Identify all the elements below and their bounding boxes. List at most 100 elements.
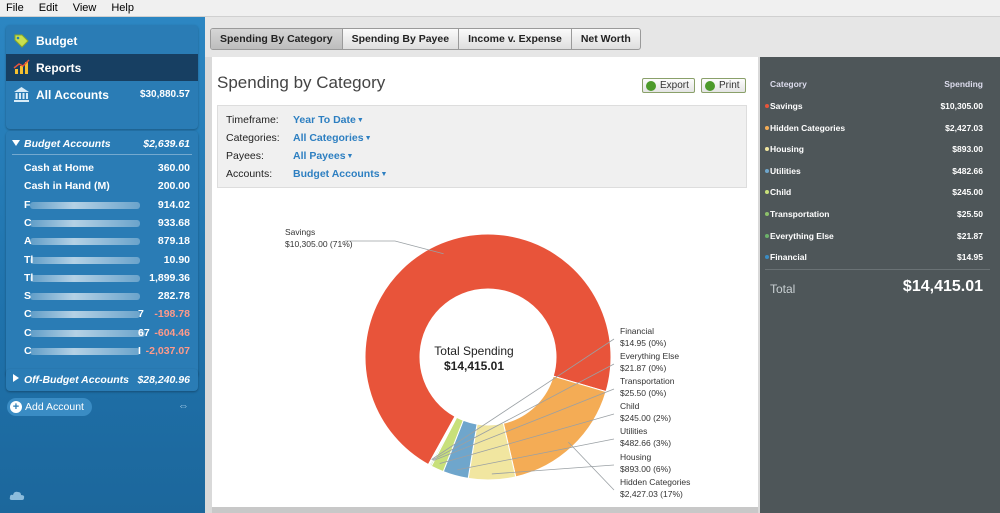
budget-account-row[interactable]: Tl 10.90 <box>6 251 198 269</box>
filter-categories-label: Categories: <box>226 132 280 144</box>
summary-category: Financial <box>770 252 807 263</box>
account-name: C <box>24 308 32 321</box>
menu-help[interactable]: Help <box>111 2 134 14</box>
off-budget-accounts-header[interactable]: Off-Budget Accounts $28,240.96 <box>6 369 198 391</box>
plus-icon: + <box>10 401 22 413</box>
summary-col-spending: Spending <box>944 79 983 89</box>
budget-account-row[interactable]: F 914.02 <box>6 196 198 214</box>
expand-triangle-icon[interactable] <box>12 140 20 146</box>
leader-line <box>345 240 444 255</box>
menu-view[interactable]: View <box>72 2 97 14</box>
report-title: Spending by Category <box>217 73 386 92</box>
summary-total-amount: $14,415.01 <box>902 278 983 295</box>
redacted-account-name <box>30 201 140 209</box>
legend-dot-icon <box>765 190 769 195</box>
legend-dot-icon <box>765 255 769 260</box>
summary-row[interactable]: Everything Else $21.87 <box>760 230 1000 244</box>
tab-net-worth[interactable]: Net Worth <box>580 33 631 45</box>
summary-row[interactable]: Child $245.00 <box>760 186 1000 200</box>
budget-account-row[interactable]: A 879.18 <box>6 232 198 250</box>
nav-reports[interactable]: Reports <box>6 54 198 81</box>
print-button[interactable]: Print <box>701 78 746 93</box>
leader-line <box>457 438 615 471</box>
bar-chart-icon <box>13 59 30 74</box>
account-balance: -604.46 <box>154 326 190 339</box>
slice-label-value: $245.00 (2%) <box>620 413 671 423</box>
account-name: C <box>24 326 32 339</box>
summary-category: Child <box>770 187 792 198</box>
redacted-account-name <box>30 348 140 355</box>
summary-row[interactable]: Hidden Categories $2,427.03 <box>760 122 1000 136</box>
menu-file[interactable]: File <box>6 2 24 14</box>
cloud-sync-icon[interactable] <box>9 491 25 501</box>
off-budget-accounts-balance: $28,240.96 <box>137 374 190 386</box>
report-tabs: Spending By Category Spending By Payee I… <box>210 28 641 50</box>
summary-category: Utilities <box>770 165 801 176</box>
report-content: Spending by Category Export Print Timefr… <box>212 57 758 507</box>
tab-income-v-expense[interactable]: Income v. Expense <box>459 29 572 49</box>
off-budget-accounts-title: Off-Budget Accounts <box>24 374 129 386</box>
account-balance: 933.68 <box>157 216 190 229</box>
tab-spending-by-category[interactable]: Spending By Category <box>211 29 343 49</box>
budget-account-row[interactable]: Cash at Home 360.00 <box>6 159 198 177</box>
spending-donut-chart: Savings $10,305.00 (71%) Hidden Categories… <box>285 227 690 499</box>
summary-total-label: Total <box>770 282 796 296</box>
account-balance: 200.00 <box>157 180 190 193</box>
budget-accounts-header[interactable]: Budget Accounts $2,639.61 <box>6 135 198 153</box>
tab-spending-by-payee[interactable]: Spending By Payee <box>343 29 460 49</box>
nav-budget-label: Budget <box>36 33 78 48</box>
print-icon <box>705 80 715 91</box>
filter-accounts-dropdown[interactable]: Budget Accounts▼ <box>293 168 388 180</box>
budget-account-row[interactable]: Cash in Hand (M) 200.00 <box>6 177 198 195</box>
budget-account-row[interactable]: C I -2,037.07 <box>6 342 198 360</box>
redacted-account-name <box>30 256 140 264</box>
redacted-account-name <box>30 219 140 227</box>
collapsed-triangle-icon[interactable] <box>13 374 19 382</box>
slice-label-value: $14.95 (0%) <box>620 338 666 348</box>
filter-timeframe-dropdown[interactable]: Year To Date▼ <box>293 114 364 126</box>
summary-row[interactable]: Housing $893.00 <box>760 143 1000 157</box>
summary-row[interactable]: Financial $14.95 <box>760 251 1000 265</box>
summary-row[interactable]: Transportation $25.50 <box>760 208 1000 222</box>
account-name: Cash at Home <box>24 162 95 174</box>
account-balance: 10.90 <box>163 253 190 266</box>
horizontal-scrollbar[interactable] <box>212 507 758 513</box>
slice-label-value: $482.66 (3%) <box>620 438 671 448</box>
leader-line <box>433 388 615 461</box>
summary-row[interactable]: Utilities $482.66 <box>760 165 1000 179</box>
dropdown-caret-icon: ▼ <box>364 135 372 142</box>
filter-payees-dropdown[interactable]: All Payees▼ <box>293 150 354 162</box>
filters-panel: Timeframe: Year To Date▼ Categories: All… <box>217 105 747 188</box>
summary-row[interactable]: Savings $10,305.00 <box>760 100 1000 114</box>
nav-budget[interactable]: Budget <box>6 27 198 54</box>
summary-category: Transportation <box>770 209 830 219</box>
budget-account-row[interactable]: C 933.68 <box>6 214 198 232</box>
summary-panel: Category Spending Savings $10,305.00 Hidde… <box>760 57 1000 513</box>
budget-account-row[interactable]: Tl 1,899.36 <box>6 269 198 287</box>
account-balance: -2,037.07 <box>145 345 190 357</box>
filter-payees-label: Payees: <box>226 150 264 162</box>
menu-edit[interactable]: Edit <box>38 2 58 14</box>
budget-account-row[interactable]: S 282.78 <box>6 287 198 305</box>
sidebar-resize-arrows-icon[interactable]: ⇔ <box>178 400 189 412</box>
budget-account-row[interactable]: C 67 -604.46 <box>6 324 198 342</box>
pie-slice-financial[interactable] <box>427 415 457 466</box>
all-accounts-balance: $30,880.57 <box>139 89 190 100</box>
bank-icon <box>14 87 29 102</box>
filter-categories-dropdown[interactable]: All Categories▼ <box>293 132 372 144</box>
export-button[interactable]: Export <box>642 78 695 93</box>
budget-account-row[interactable]: C 7 -198.78 <box>6 305 198 323</box>
redacted-account-name <box>30 238 140 246</box>
main-area: Spending By Category Spending By Payee I… <box>205 17 1000 513</box>
leader-line <box>431 338 615 460</box>
summary-amount: $482.66 <box>952 165 983 176</box>
summary-category: Savings <box>770 101 803 111</box>
slice-label-name: Savings <box>285 227 315 237</box>
summary-category: Everything Else <box>770 230 834 241</box>
nav-all-accounts[interactable]: All Accounts $30,880.57 <box>6 81 198 108</box>
account-name: Cash in Hand (M) <box>24 180 110 193</box>
summary-total-row: Total $14,415.01 <box>760 278 1000 302</box>
add-account-label: Add Account <box>25 401 84 413</box>
nav-panel: Budget Reports All Accounts $30,880.57 <box>6 25 198 129</box>
add-account-button[interactable]: + Add Account <box>7 398 92 416</box>
